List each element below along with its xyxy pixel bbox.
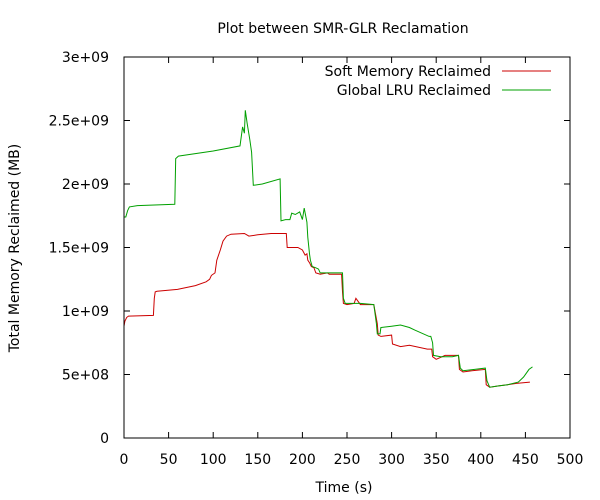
y-tick-label: 0: [100, 431, 109, 447]
x-axis-label: Time (s): [315, 480, 373, 496]
x-tick-label: 150: [244, 452, 271, 468]
chart-title: Plot between SMR-GLR Reclamation: [217, 21, 468, 37]
y-tick-label: 1.5e+09: [49, 241, 109, 257]
x-tick-label: 100: [200, 452, 227, 468]
x-tick-label: 350: [423, 452, 450, 468]
x-tick-label: 400: [467, 452, 494, 468]
y-tick-label: 2.5e+09: [49, 114, 109, 130]
y-tick-label: 3e+09: [62, 50, 109, 66]
y-tick-label: 2e+09: [62, 177, 109, 193]
x-tick-label: 300: [378, 452, 405, 468]
y-tick-label: 1e+09: [62, 304, 109, 320]
legend: Soft Memory Reclaimed Global LRU Reclaim…: [325, 64, 551, 99]
x-axis-ticks: 0 50 100 150 200 250 300 350 400 450 500: [120, 57, 584, 468]
series-line-global-lru: [124, 110, 533, 388]
series-line-soft-memory: [123, 232, 530, 388]
plot-frame: [123, 56, 571, 439]
x-tick-label: 200: [289, 452, 316, 468]
legend-label-global-lru: Global LRU Reclaimed: [337, 83, 491, 99]
y-axis-label: Total Memory Reclaimed (MB): [7, 144, 23, 354]
y-tick-label: 5e+08: [62, 368, 109, 384]
x-tick-label: 0: [120, 452, 129, 468]
series-layer: [123, 110, 533, 388]
x-tick-label: 250: [334, 452, 361, 468]
x-tick-label: 50: [160, 452, 178, 468]
x-tick-label: 500: [557, 452, 584, 468]
x-tick-label: 450: [512, 452, 539, 468]
legend-label-soft-memory: Soft Memory Reclaimed: [325, 64, 491, 80]
